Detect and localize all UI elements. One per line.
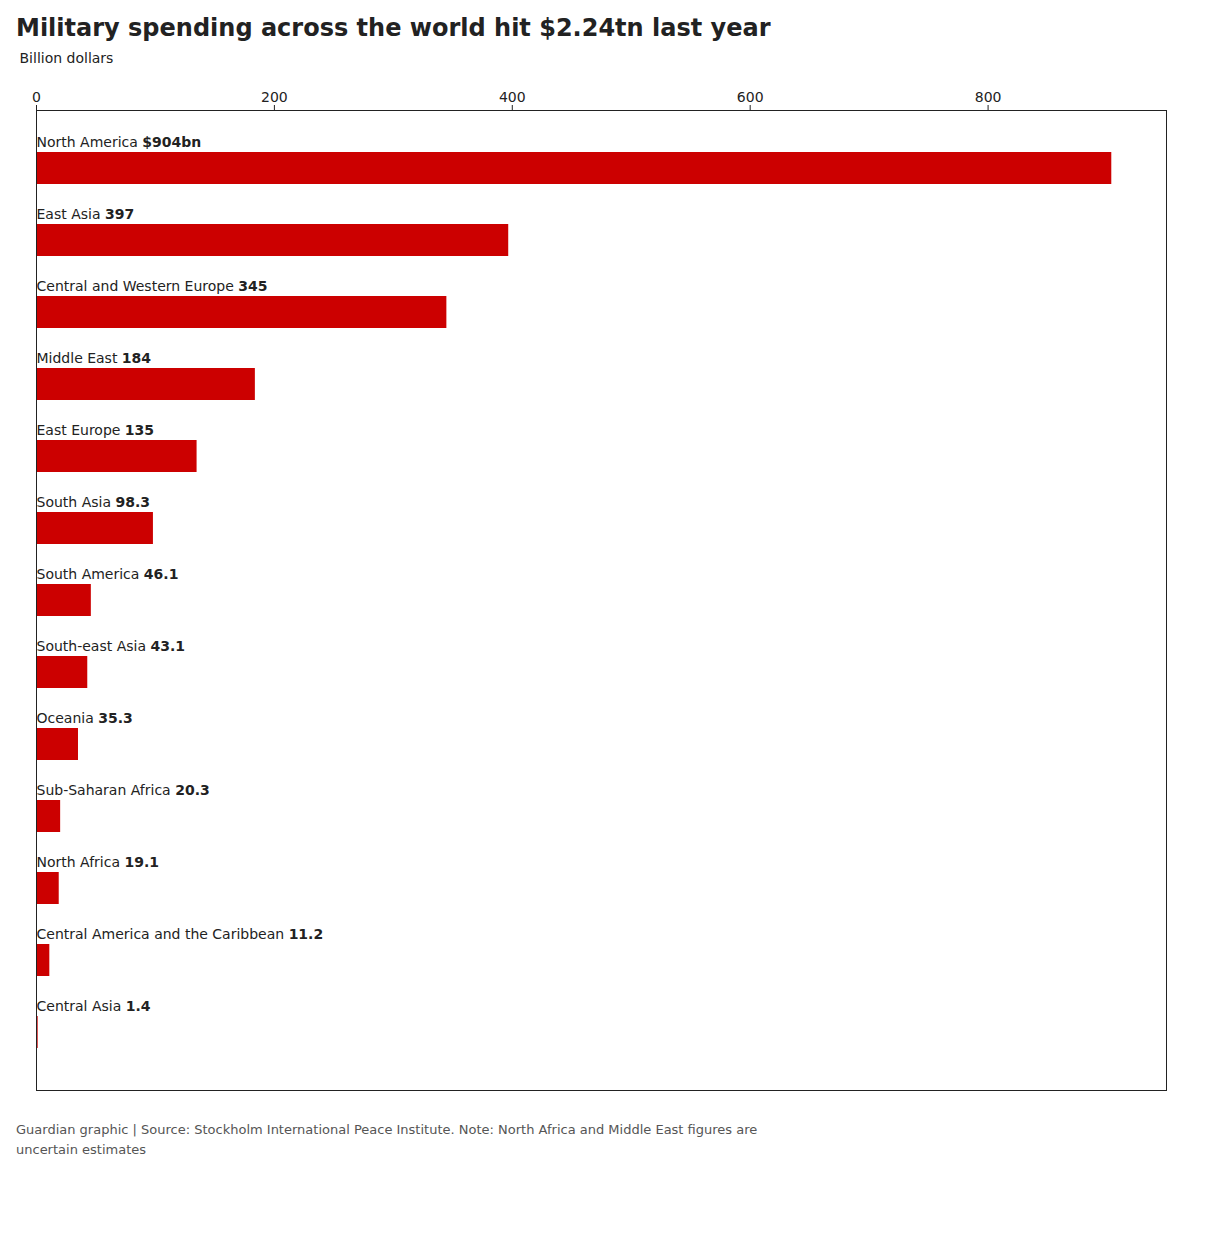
svg-text:200: 200 bbox=[261, 89, 288, 105]
svg-text:Oceania: Oceania bbox=[37, 710, 94, 726]
svg-text:20.3: 20.3 bbox=[175, 782, 210, 798]
svg-text:46.1: 46.1 bbox=[144, 566, 179, 582]
svg-text:Central Asia: Central Asia bbox=[37, 998, 122, 1014]
svg-text:11.2: 11.2 bbox=[289, 926, 324, 942]
svg-text:135: 135 bbox=[125, 422, 154, 438]
svg-text:19.1: 19.1 bbox=[124, 854, 159, 870]
svg-text:South-east Asia: South-east Asia bbox=[37, 638, 147, 654]
svg-text:Billion dollars: Billion dollars bbox=[20, 50, 114, 66]
svg-text:South Asia: South Asia bbox=[37, 494, 111, 510]
svg-text:East Europe: East Europe bbox=[37, 422, 121, 438]
svg-text:184: 184 bbox=[122, 350, 151, 366]
svg-text:800: 800 bbox=[975, 89, 1002, 105]
svg-text:South America: South America bbox=[37, 566, 140, 582]
svg-text:North America: North America bbox=[37, 134, 138, 150]
svg-text:43.1: 43.1 bbox=[150, 638, 185, 654]
svg-text:600: 600 bbox=[737, 89, 764, 105]
svg-text:400: 400 bbox=[499, 89, 526, 105]
svg-text:East Asia: East Asia bbox=[37, 206, 101, 222]
svg-text:Middle East: Middle East bbox=[37, 350, 118, 366]
svg-text:98.3: 98.3 bbox=[115, 494, 150, 510]
svg-text:397: 397 bbox=[105, 206, 134, 222]
svg-text:Central and Western Europe: Central and Western Europe bbox=[37, 278, 234, 294]
svg-text:35.3: 35.3 bbox=[98, 710, 133, 726]
svg-text:Central America and the Caribb: Central America and the Caribbean bbox=[37, 926, 285, 942]
svg-text:North Africa: North Africa bbox=[37, 854, 121, 870]
html-text:Guardian graphic | Source: Sto: Guardian graphic | Source: Stockholm Int… bbox=[16, 1122, 758, 1157]
html-text:Military spending across the w: Military spending across the world hit $… bbox=[16, 14, 771, 42]
svg-text:Sub-Saharan Africa: Sub-Saharan Africa bbox=[37, 782, 171, 798]
svg-text:$904bn: $904bn bbox=[142, 134, 201, 150]
svg-text:345: 345 bbox=[238, 278, 267, 294]
svg-text:1.4: 1.4 bbox=[126, 998, 151, 1014]
svg-text:0: 0 bbox=[32, 89, 41, 105]
